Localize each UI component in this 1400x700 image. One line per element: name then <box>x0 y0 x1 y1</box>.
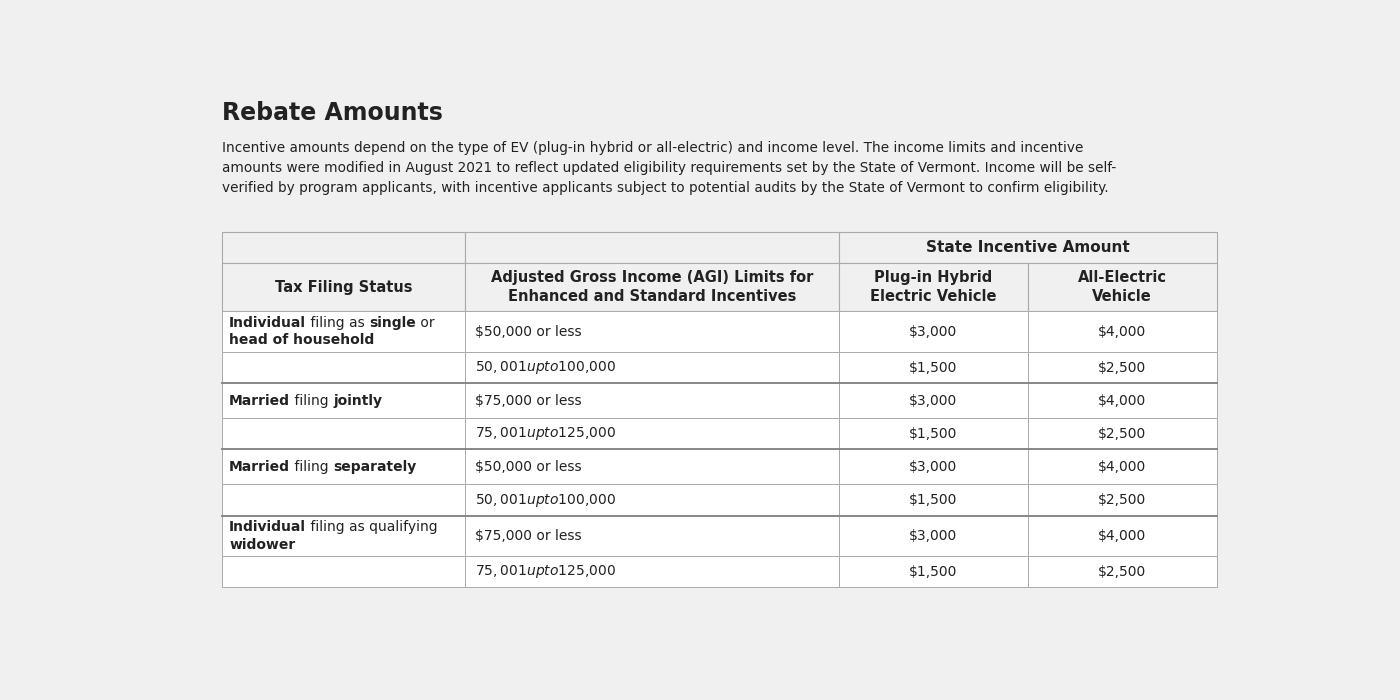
Bar <box>221 516 465 556</box>
Text: $2,500: $2,500 <box>1098 565 1147 579</box>
Text: Rebate Amounts: Rebate Amounts <box>221 102 442 125</box>
Text: $50,001  up to $100,000: $50,001 up to $100,000 <box>475 491 616 509</box>
Text: $75,000 or less: $75,000 or less <box>475 529 582 543</box>
Bar <box>465 232 839 263</box>
Text: $50,001  up to $100,000: $50,001 up to $100,000 <box>475 359 616 376</box>
Text: widower: widower <box>230 538 295 552</box>
Text: separately: separately <box>333 460 417 474</box>
Text: Adjusted Gross Income (AGI) Limits for
Enhanced and Standard Incentives: Adjusted Gross Income (AGI) Limits for E… <box>491 270 813 304</box>
Bar <box>465 556 839 587</box>
Bar <box>221 484 465 516</box>
Text: $2,500: $2,500 <box>1098 493 1147 507</box>
Text: head of household: head of household <box>230 333 375 347</box>
Bar <box>839 418 1028 449</box>
Text: $50,000 or less: $50,000 or less <box>475 460 582 474</box>
Text: $4,000: $4,000 <box>1098 393 1147 407</box>
Bar <box>1028 263 1217 312</box>
Bar <box>465 449 839 484</box>
Bar <box>1028 516 1217 556</box>
Text: filing: filing <box>290 393 333 407</box>
Bar <box>465 516 839 556</box>
Bar <box>465 263 839 312</box>
Text: $75,001  up to $125,000: $75,001 up to $125,000 <box>475 564 616 580</box>
Text: filing as qualifying: filing as qualifying <box>307 520 438 534</box>
Text: $50,000 or less: $50,000 or less <box>475 325 582 339</box>
Text: Individual: Individual <box>230 316 307 330</box>
Text: filing: filing <box>290 460 333 474</box>
Bar <box>839 263 1028 312</box>
Text: $3,000: $3,000 <box>909 460 958 474</box>
Bar <box>1028 352 1217 383</box>
Bar <box>221 263 465 312</box>
Text: State Incentive Amount: State Incentive Amount <box>925 240 1130 255</box>
Bar <box>221 383 465 418</box>
Text: $3,000: $3,000 <box>909 325 958 339</box>
Bar <box>221 312 465 352</box>
Text: $3,000: $3,000 <box>909 393 958 407</box>
Bar <box>1028 449 1217 484</box>
Text: single: single <box>370 316 416 330</box>
Text: or: or <box>416 316 435 330</box>
Bar <box>839 449 1028 484</box>
Bar <box>221 352 465 383</box>
Bar <box>839 312 1028 352</box>
Text: $1,500: $1,500 <box>909 427 958 441</box>
Bar <box>839 383 1028 418</box>
Text: Individual: Individual <box>230 520 307 534</box>
Text: $1,500: $1,500 <box>909 565 958 579</box>
Text: $1,500: $1,500 <box>909 493 958 507</box>
Bar <box>839 516 1028 556</box>
Bar <box>839 484 1028 516</box>
Bar <box>839 556 1028 587</box>
Bar <box>465 312 839 352</box>
Bar <box>1028 484 1217 516</box>
Bar <box>1028 418 1217 449</box>
Bar <box>465 383 839 418</box>
Text: filing as: filing as <box>307 316 370 330</box>
Bar <box>1028 383 1217 418</box>
Text: $4,000: $4,000 <box>1098 460 1147 474</box>
Text: jointly: jointly <box>333 393 382 407</box>
Text: Tax Filing Status: Tax Filing Status <box>274 280 412 295</box>
Bar <box>839 352 1028 383</box>
Text: $4,000: $4,000 <box>1098 529 1147 543</box>
Text: $3,000: $3,000 <box>909 529 958 543</box>
Bar <box>465 418 839 449</box>
Text: All-Electric
Vehicle: All-Electric Vehicle <box>1078 270 1166 304</box>
Bar <box>465 352 839 383</box>
Text: Married: Married <box>230 393 290 407</box>
Bar <box>839 232 1217 263</box>
Bar <box>221 449 465 484</box>
Text: $75,000 or less: $75,000 or less <box>475 393 582 407</box>
Text: Incentive amounts depend on the type of EV (plug-in hybrid or all-electric) and : Incentive amounts depend on the type of … <box>221 141 1116 195</box>
Bar <box>1028 556 1217 587</box>
Text: $75,001  up to $125,000: $75,001 up to $125,000 <box>475 426 616 442</box>
Text: $2,500: $2,500 <box>1098 427 1147 441</box>
Bar <box>1028 312 1217 352</box>
Bar <box>221 418 465 449</box>
Text: $4,000: $4,000 <box>1098 325 1147 339</box>
Bar <box>221 556 465 587</box>
Text: Married: Married <box>230 460 290 474</box>
Text: $1,500: $1,500 <box>909 360 958 374</box>
Text: $2,500: $2,500 <box>1098 360 1147 374</box>
Text: Plug-in Hybrid
Electric Vehicle: Plug-in Hybrid Electric Vehicle <box>869 270 997 304</box>
Bar <box>465 484 839 516</box>
Bar <box>221 232 465 263</box>
